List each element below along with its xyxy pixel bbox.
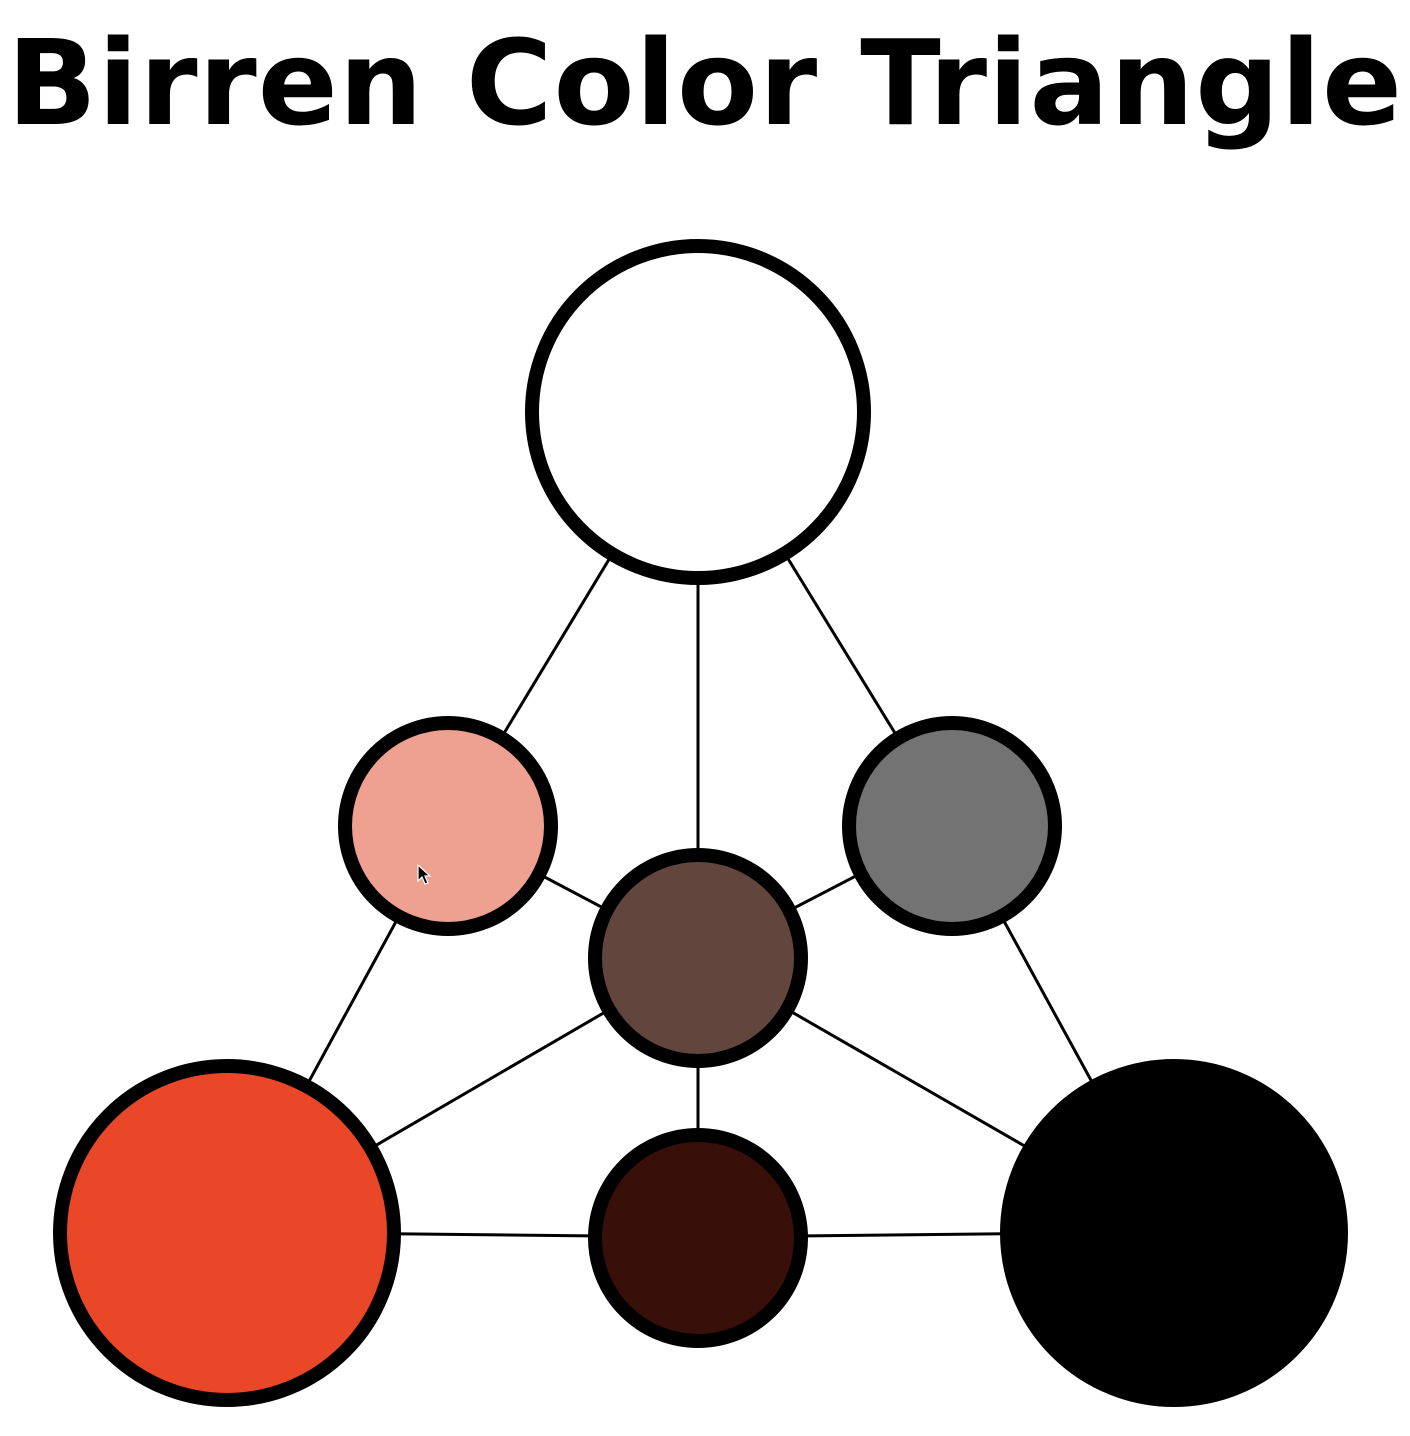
white-swatch bbox=[525, 239, 871, 585]
black-swatch bbox=[1000, 1059, 1348, 1407]
page-title: Birren Color Triangle bbox=[6, 14, 1404, 152]
color-swatch bbox=[53, 1059, 401, 1407]
tone-swatch bbox=[588, 848, 808, 1068]
swatch-circles bbox=[53, 239, 1348, 1407]
shade-swatch bbox=[588, 1128, 808, 1348]
mouse-pointer-icon bbox=[417, 863, 432, 885]
tint-swatch bbox=[338, 716, 558, 936]
gray-swatch bbox=[842, 716, 1062, 936]
